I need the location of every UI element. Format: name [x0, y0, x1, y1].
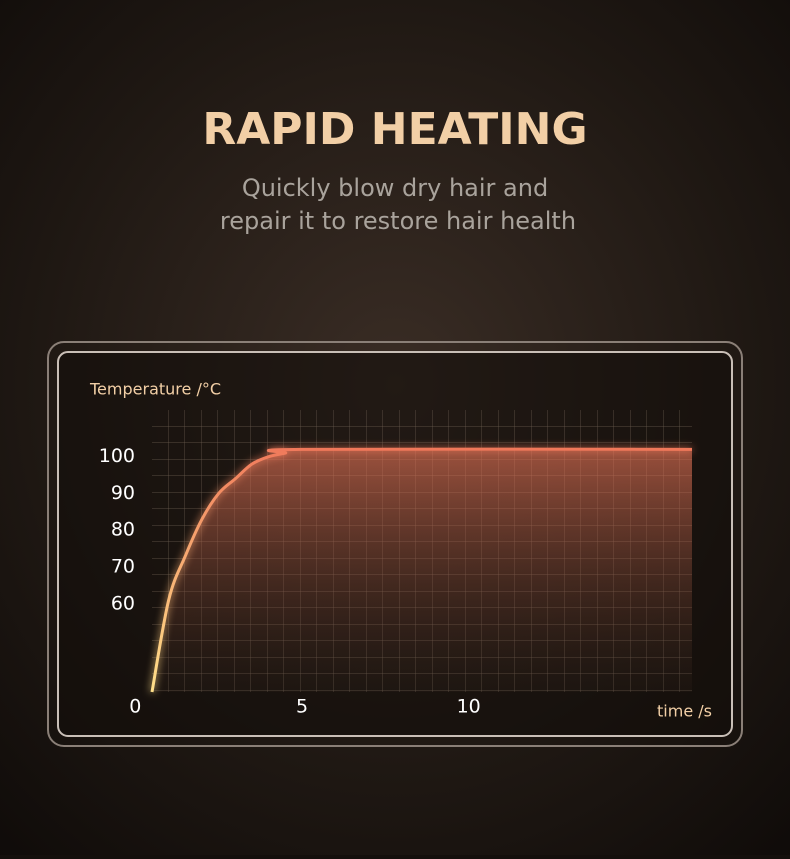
x-tick-label: 0: [129, 696, 141, 718]
subtitle: Quickly blow dry hair and: [242, 174, 548, 202]
area: [152, 449, 692, 692]
x-tick-label: 10: [457, 696, 481, 718]
x-axis-label: time /s: [657, 702, 712, 721]
subtitle: repair it to restore hair health: [220, 207, 576, 235]
title: RAPID HEATING: [202, 104, 587, 155]
y-tick-label: 90: [111, 482, 135, 504]
y-tick-label: 60: [111, 592, 135, 614]
y-axis-label: Temperature /°C: [89, 380, 221, 399]
outer-frame: [47, 341, 743, 747]
x-tick-label: 5: [296, 696, 308, 718]
y-tick-label: 100: [99, 445, 135, 467]
y-tick-label: 80: [111, 519, 135, 541]
y-tick-label: 70: [111, 555, 135, 577]
line: [150, 447, 693, 693]
